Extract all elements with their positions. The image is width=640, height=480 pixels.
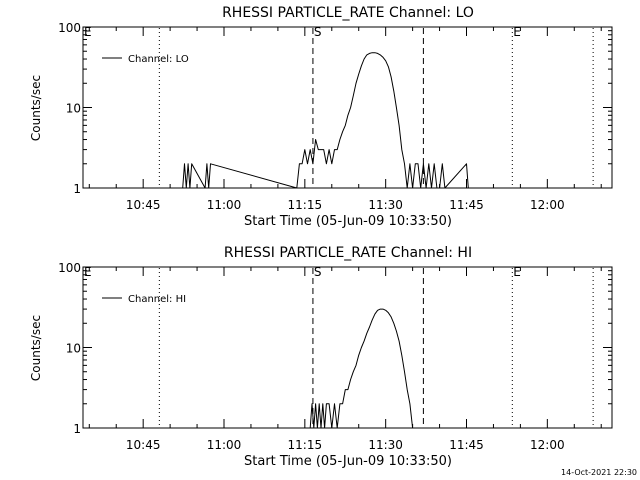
time-marker-label: E bbox=[513, 25, 521, 39]
series-line bbox=[182, 52, 469, 189]
x-tick-label: 11:30 bbox=[368, 198, 403, 212]
y-tick-label: 100 bbox=[58, 21, 81, 35]
y-tick-label: 1 bbox=[73, 422, 81, 436]
panel-lo-title: RHESSI PARTICLE_RATE Channel: LO bbox=[222, 5, 474, 21]
x-tick-label: 11:00 bbox=[207, 438, 242, 452]
plot-frame bbox=[82, 266, 613, 429]
panel-hi-ylabel: Counts/sec bbox=[29, 315, 43, 381]
x-tick-label: 11:30 bbox=[368, 438, 403, 452]
panel-hi: RHESSI PARTICLE_RATE Channel: HI Start T… bbox=[29, 245, 613, 469]
y-tick-label: 10 bbox=[66, 342, 81, 356]
panel-lo-ylabel: Counts/sec bbox=[29, 75, 43, 141]
panel-lo-xlabel: Start Time (05-Jun-09 10:33:50) bbox=[244, 214, 452, 229]
time-marker-label: E bbox=[84, 265, 92, 279]
x-tick-label: 10:45 bbox=[126, 438, 161, 452]
y-tick-label: 100 bbox=[58, 261, 81, 275]
time-marker-label: S bbox=[314, 25, 322, 39]
x-tick-label: 10:45 bbox=[126, 198, 161, 212]
x-tick-label: 11:15 bbox=[288, 438, 323, 452]
legend-label: Channel: LO bbox=[128, 54, 189, 65]
panel-hi-xlabel: Start Time (05-Jun-09 10:33:50) bbox=[244, 454, 452, 469]
panel-hi-title: RHESSI PARTICLE_RATE Channel: HI bbox=[224, 245, 472, 261]
plot-frame bbox=[82, 26, 613, 189]
x-tick-label: 11:15 bbox=[288, 198, 323, 212]
x-tick-label: 12:00 bbox=[530, 198, 565, 212]
x-tick-label: 11:45 bbox=[449, 438, 484, 452]
x-tick-label: 12:00 bbox=[530, 438, 565, 452]
series-line bbox=[309, 308, 415, 429]
footer-timestamp: 14-Oct-2021 22:30 bbox=[561, 468, 637, 477]
time-marker-label: E bbox=[84, 25, 92, 39]
x-tick-label: 11:00 bbox=[207, 198, 242, 212]
legend-label: Channel: HI bbox=[128, 294, 186, 305]
y-tick-label: 10 bbox=[66, 102, 81, 116]
y-tick-label: 1 bbox=[73, 182, 81, 196]
panel-lo: RHESSI PARTICLE_RATE Channel: LO Start T… bbox=[29, 5, 613, 229]
x-tick-label: 11:45 bbox=[449, 198, 484, 212]
time-marker-label: E bbox=[513, 265, 521, 279]
time-marker-label: S bbox=[314, 265, 322, 279]
